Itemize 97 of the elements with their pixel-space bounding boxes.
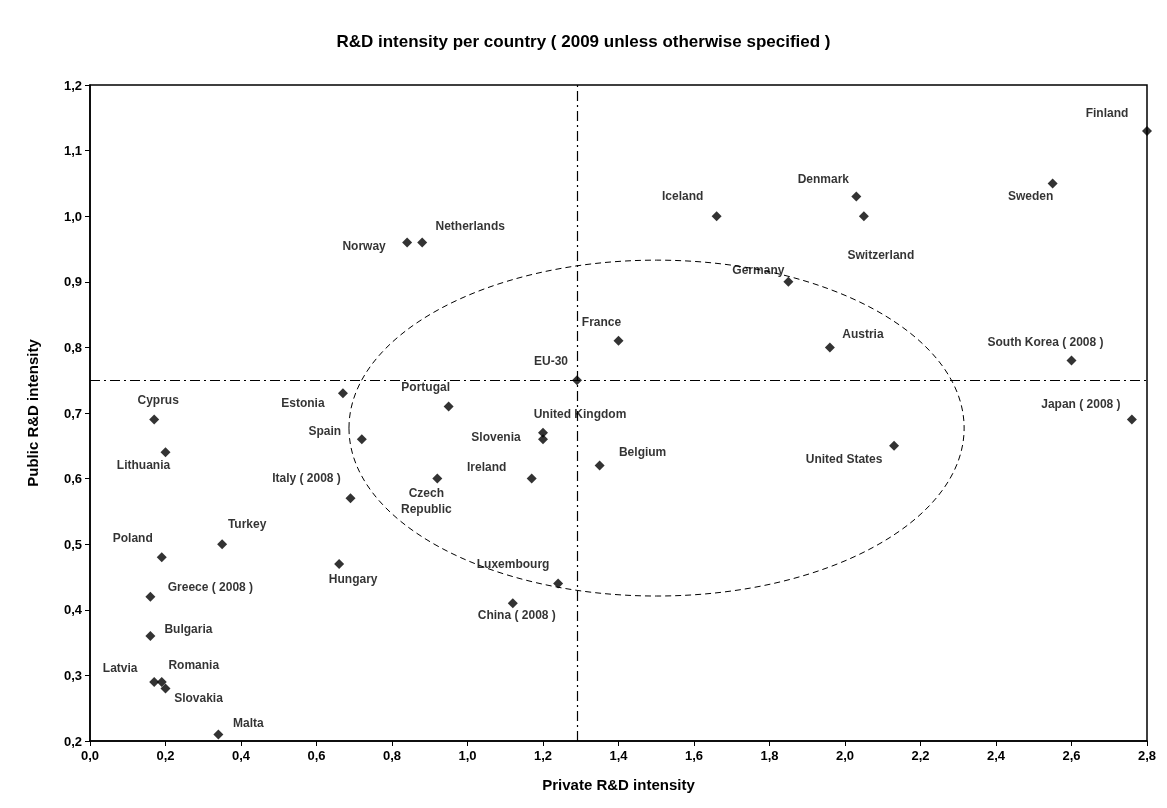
x-tick-label: 2,6 xyxy=(1062,748,1081,763)
x-tick-label: 2,2 xyxy=(911,748,930,763)
x-tick-label: 0,6 xyxy=(307,748,326,763)
point xyxy=(337,388,348,399)
series-label: Spain xyxy=(308,424,342,439)
series-label: Turkey xyxy=(227,517,267,532)
x-tick-label: 0,2 xyxy=(156,748,175,763)
series-label: Estonia xyxy=(281,396,325,411)
series-label: Denmark xyxy=(797,171,850,186)
point xyxy=(156,552,167,563)
series-label: Austria xyxy=(842,327,884,342)
point xyxy=(507,598,518,609)
point xyxy=(1142,125,1152,136)
point xyxy=(213,729,224,740)
text: South Korea ( 2008 ) xyxy=(987,334,1104,349)
series-label: Ireland xyxy=(467,459,507,474)
y-tick-label: 0,3 xyxy=(63,667,82,683)
y-tick-label: 0,6 xyxy=(63,471,82,487)
series-label: Finland xyxy=(1085,105,1129,120)
x-tick-label: 2,0 xyxy=(835,748,855,763)
point xyxy=(858,211,869,222)
series-label: Norway xyxy=(342,239,387,254)
series-label: Cyprus xyxy=(137,392,180,407)
point xyxy=(149,414,160,425)
series-label: Portugal xyxy=(401,380,450,395)
point xyxy=(156,676,167,687)
point xyxy=(217,539,228,550)
x-tick-label: 0,4 xyxy=(231,748,251,763)
point xyxy=(711,211,722,222)
point xyxy=(145,631,156,642)
y-tick-label: 0,9 xyxy=(63,274,82,290)
series-label: Poland xyxy=(112,531,153,546)
point xyxy=(402,237,413,248)
point xyxy=(613,335,624,346)
series-label: Luxembourg xyxy=(476,556,550,571)
point xyxy=(145,591,156,602)
point xyxy=(417,237,428,248)
chart-title: R&D intensity per country ( 2009 unless otherwise specified ) xyxy=(336,32,831,51)
y-tick-label: 0,8 xyxy=(63,339,82,355)
point xyxy=(432,473,443,484)
x-tick-label: 1,6 xyxy=(684,748,704,763)
series-label: Malta xyxy=(233,716,265,731)
point xyxy=(851,191,862,202)
point xyxy=(1066,355,1077,366)
point xyxy=(334,558,345,569)
series-label: Latvia xyxy=(102,660,138,675)
point xyxy=(160,447,171,458)
y-tick-label: 0,5 xyxy=(63,536,82,552)
x-tick-label: 2,4 xyxy=(986,748,1006,763)
text: Switzerland xyxy=(847,248,915,263)
x-tick-label: 0,8 xyxy=(382,748,402,763)
series-label: Lithuania xyxy=(116,458,171,473)
point xyxy=(1126,414,1137,425)
point xyxy=(160,683,171,694)
x-tick-label: 1,4 xyxy=(609,748,629,763)
series-label: Czech Republic xyxy=(400,485,452,516)
point xyxy=(783,276,794,287)
y-tick-label: 1,1 xyxy=(63,143,82,159)
point xyxy=(538,434,548,445)
x-tick-label: 1,2 xyxy=(533,748,553,763)
point xyxy=(526,473,537,484)
point xyxy=(824,342,835,353)
y-axis-title: Public R&D intensity xyxy=(24,338,41,487)
point xyxy=(443,401,454,412)
y-tick-label: 0,7 xyxy=(63,405,82,421)
x-axis-title: Private R&D intensity xyxy=(542,776,696,793)
point xyxy=(553,578,564,589)
series-label: Hungary xyxy=(328,571,378,586)
x-tick-label: 2,8 xyxy=(1137,748,1157,763)
x-tick-label: 1,8 xyxy=(760,748,779,763)
series-label: Slovakia xyxy=(174,690,224,705)
series-label: EU-30 xyxy=(533,354,569,369)
series-label: United States xyxy=(805,451,883,466)
series-label: Italy ( 2008 ) xyxy=(272,471,341,486)
point xyxy=(1047,178,1058,189)
series-label: Belgium xyxy=(618,445,667,460)
series-label: China ( 2008 ) xyxy=(477,608,556,623)
point xyxy=(149,676,160,687)
series-label: France xyxy=(581,314,622,329)
series-label: Slovenia xyxy=(471,430,521,445)
x-tick-label: 0,0 xyxy=(80,748,100,763)
series-label: Netherlands xyxy=(435,219,506,234)
series-label: Bulgaria xyxy=(164,622,213,637)
point xyxy=(889,440,900,451)
point xyxy=(594,460,605,471)
y-tick-label: 0,2 xyxy=(63,733,82,749)
point xyxy=(345,493,356,504)
y-tick-label: 1,0 xyxy=(63,208,82,224)
point xyxy=(356,434,367,445)
y-tick-label: 0,4 xyxy=(63,602,83,618)
series-label: Iceland xyxy=(661,189,704,204)
series-label: Greece ( 2008 ) xyxy=(167,579,254,594)
series-label: Japan ( 2008 ) xyxy=(1041,396,1121,411)
y-tick-label: 1,2 xyxy=(63,77,82,93)
series-label: Sweden xyxy=(1007,189,1054,204)
series-label: Romania xyxy=(168,657,220,672)
x-tick-label: 1,0 xyxy=(458,748,477,763)
